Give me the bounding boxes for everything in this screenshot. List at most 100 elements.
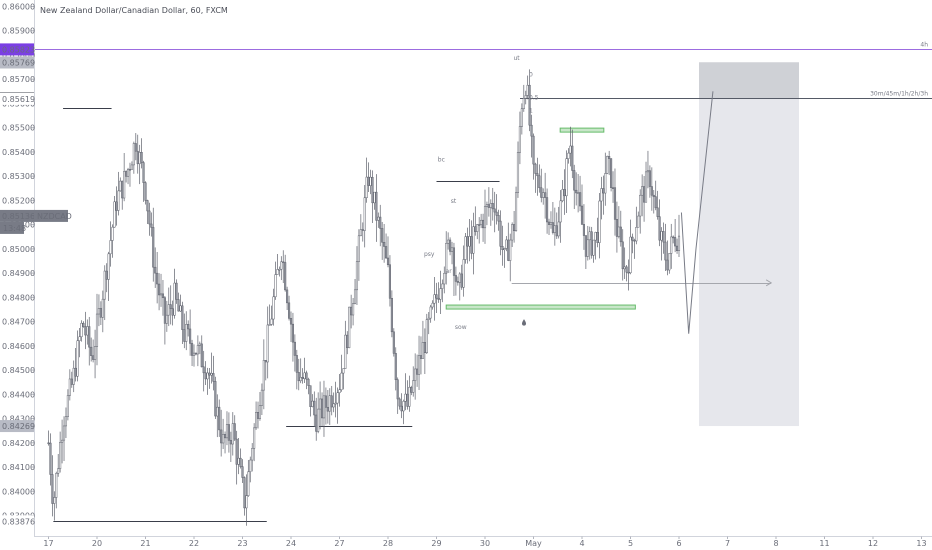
price-label[interactable]: 0.85619 — [0, 92, 35, 105]
candle-body — [148, 210, 151, 225]
support-zone[interactable] — [559, 127, 605, 133]
candle-body — [212, 373, 215, 382]
symbol-tag[interactable] — [34, 209, 68, 222]
candle-body — [501, 246, 504, 251]
projection-path[interactable] — [680, 91, 714, 334]
candle-body — [449, 239, 452, 252]
support-zone[interactable] — [445, 304, 636, 310]
x-tick-label: 5 — [628, 539, 633, 548]
candle-body — [398, 398, 401, 407]
candle-body — [429, 306, 432, 319]
candle-body — [350, 306, 353, 316]
y-tick-label: 0.85700 — [2, 75, 35, 84]
price-axis[interactable]: 0.839000.840000.841000.842000.843000.844… — [0, 0, 72, 536]
candle-body — [592, 239, 595, 256]
candle-body — [352, 303, 355, 316]
candle-body — [245, 495, 248, 509]
candle-body — [586, 239, 589, 257]
candle-body — [474, 226, 477, 232]
candle-body — [600, 188, 603, 202]
candle-body — [154, 266, 157, 274]
candle-body — [627, 271, 630, 274]
candle-body — [677, 235, 681, 251]
candle-body — [674, 237, 677, 247]
candle-body — [414, 368, 417, 381]
candle-body — [466, 236, 469, 247]
candle-body — [670, 236, 673, 254]
candle-body — [383, 241, 386, 247]
candle-body — [557, 221, 560, 237]
candle-body — [334, 402, 337, 405]
candle-body — [641, 186, 644, 196]
price-label[interactable]: 0.85769 — [0, 56, 35, 69]
candle-body — [222, 434, 225, 444]
candle-body — [192, 352, 196, 356]
symbol-tag-text: NZDCAD — [37, 212, 72, 221]
candle-body — [185, 324, 188, 342]
price-label[interactable]: 0.84269 — [0, 420, 35, 433]
candle-body — [328, 395, 331, 412]
candle-body — [606, 156, 609, 174]
candle-body — [136, 150, 139, 165]
x-tick-label: 24 — [286, 539, 296, 548]
x-tick-label: 8 — [773, 539, 778, 548]
arrow-head — [765, 279, 773, 287]
price-label[interactable]: 0.85823 — [0, 43, 35, 56]
y-tick-label: 0.85200 — [2, 196, 35, 205]
candle-body — [156, 272, 159, 285]
candle-body — [367, 176, 370, 186]
candle-body — [542, 192, 545, 198]
candle-body — [92, 355, 95, 360]
candle-body — [134, 143, 137, 152]
wyckoff-label-ut: ut — [513, 55, 520, 62]
x-tick-label: 11 — [819, 539, 829, 548]
price-label[interactable]: 0.85136 — [0, 209, 35, 222]
y-tick-label: 0.85900 — [2, 27, 35, 36]
candle-body — [342, 368, 345, 374]
candle-body — [390, 298, 393, 333]
candle-body — [187, 324, 190, 330]
price-label[interactable]: 0.83876 — [0, 515, 35, 528]
candle-body — [650, 186, 653, 196]
candle-body — [437, 297, 440, 300]
candle-body — [109, 240, 112, 255]
x-tick-label: 7 — [725, 539, 730, 548]
candle-body — [291, 323, 294, 343]
annotations: ut bc st psy ar sow 0 0.5 1 — [424, 55, 714, 334]
time-axis[interactable]: 17 20 21 22 23 24 27 28 29 30 May 4 5 6 7 8 11 12 13 — [34, 536, 932, 549]
x-tick-label: 22 — [189, 539, 199, 548]
candle-body — [404, 393, 407, 402]
candle-body — [218, 406, 221, 431]
candle-body — [68, 378, 71, 396]
candle-body — [220, 429, 223, 444]
price-label-text: 0.85136 — [2, 212, 35, 221]
candle-body — [202, 366, 205, 374]
x-tick-label: 20 — [92, 539, 102, 548]
candle-body — [117, 190, 120, 211]
y-tick-label: 0.84700 — [2, 318, 35, 327]
candle-body — [138, 152, 141, 165]
candle-body — [57, 468, 60, 474]
candle-body — [458, 273, 461, 283]
candle-body — [324, 395, 327, 408]
candle-body — [125, 171, 128, 177]
price-label-text: 0.85823 — [2, 45, 35, 54]
target-box[interactable] — [699, 98, 799, 427]
candle-body — [348, 306, 351, 348]
candle-body — [336, 392, 339, 404]
candle-body — [84, 326, 87, 336]
candle-body — [86, 326, 89, 336]
candle-body — [658, 216, 661, 241]
candle-body — [664, 241, 667, 261]
candle-body — [119, 180, 122, 192]
candle-body — [239, 457, 242, 467]
wyckoff-label-bc: bc — [438, 157, 445, 164]
candle-body — [445, 243, 448, 274]
marker-icon[interactable] — [522, 319, 526, 326]
candle-body — [509, 239, 512, 261]
candle-body — [375, 191, 378, 221]
candle-body — [625, 266, 628, 273]
candle-body — [266, 324, 269, 363]
risk-box[interactable] — [699, 62, 799, 99]
